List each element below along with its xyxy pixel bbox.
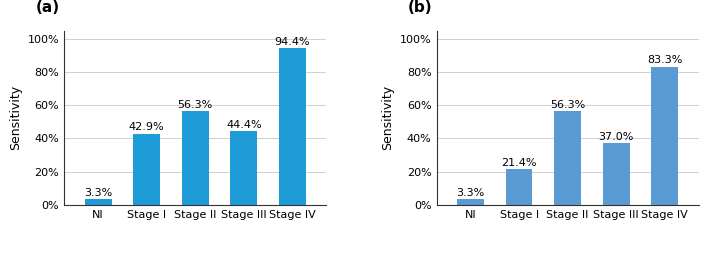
Y-axis label: Sensitivity: Sensitivity	[381, 85, 394, 150]
Bar	[85, 199, 111, 205]
Bar	[457, 199, 484, 205]
Text: 44.4%: 44.4%	[226, 120, 262, 130]
Text: 83.3%: 83.3%	[647, 55, 682, 65]
Text: (b): (b)	[408, 0, 433, 15]
Y-axis label: Sensitivity: Sensitivity	[9, 85, 22, 150]
Text: 56.3%: 56.3%	[550, 100, 585, 110]
Bar	[652, 67, 678, 205]
Bar	[506, 169, 533, 205]
Bar	[279, 48, 306, 205]
Bar	[133, 134, 160, 205]
Text: 3.3%: 3.3%	[456, 188, 485, 198]
Text: 37.0%: 37.0%	[598, 132, 634, 142]
Bar	[602, 143, 630, 205]
Bar	[230, 131, 257, 205]
Text: 3.3%: 3.3%	[84, 188, 112, 198]
Bar	[554, 111, 581, 205]
Bar	[182, 111, 209, 205]
Text: 56.3%: 56.3%	[178, 100, 213, 110]
Text: (a): (a)	[36, 0, 60, 15]
Text: 94.4%: 94.4%	[275, 37, 310, 47]
Text: 21.4%: 21.4%	[501, 158, 537, 168]
Text: 42.9%: 42.9%	[129, 122, 165, 132]
